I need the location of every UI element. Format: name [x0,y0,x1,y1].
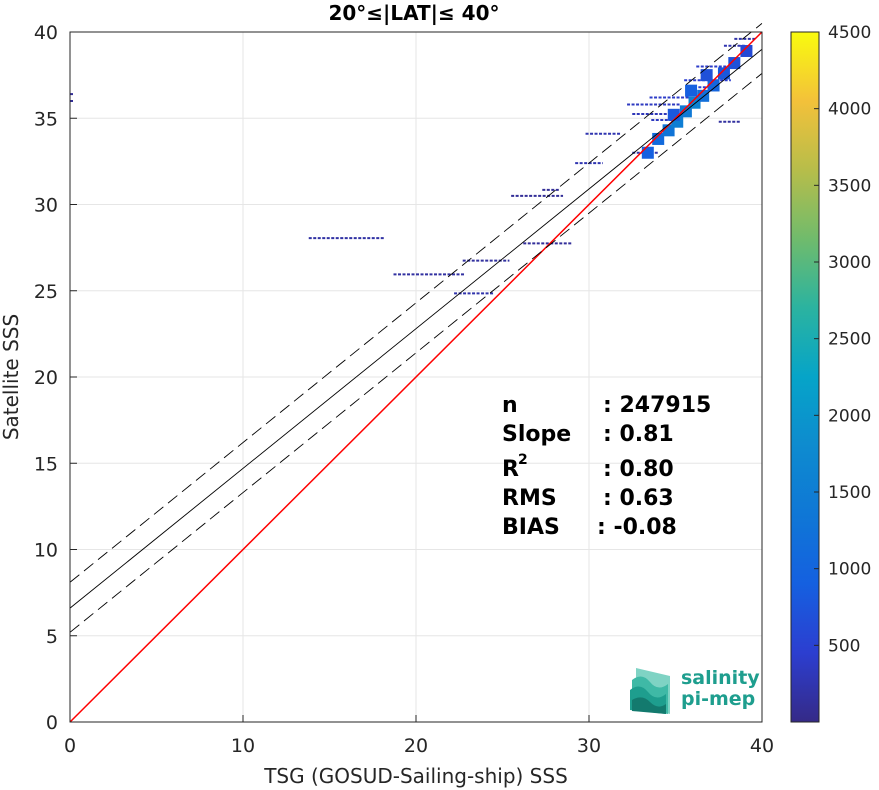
y-tick-label: 25 [34,281,58,303]
y-tick-label: 40 [34,22,58,44]
colorbar-tick-label: 500 [828,636,860,656]
x-tick-label: 30 [577,735,601,757]
colorbar-tick-label: 4500 [828,23,871,43]
stat-rms-label: RMS [502,486,557,511]
colorbar-tick-label: 3500 [828,176,871,196]
chart-title: 20°≤|LAT|≤ 40° [328,1,499,25]
stats-box: n : 247915 Slope : 0.81 R 2 : 0.80 RMS :… [502,393,711,540]
y-tick-label: 35 [34,108,58,130]
x-tick-label: 0 [64,735,76,757]
stat-r2-label: R [502,457,519,482]
y-tick-label: 30 [34,195,58,217]
regression-lines [70,23,762,722]
colorbar-tick-label: 1500 [828,483,871,503]
stat-r2-value: : 0.80 [603,457,674,482]
stat-slope-value: : 0.81 [603,422,674,447]
y-tick-label: 0 [46,712,58,734]
colorbar [790,31,820,723]
fit-lower-line [70,73,762,632]
y-tick-label: 5 [46,626,58,648]
stat-n-label: n [502,393,518,418]
fit-line [70,49,762,608]
y-axis-title: Satellite SSS [0,314,23,440]
stat-bias-value: : -0.08 [597,515,677,540]
stat-bias-label: BIAS [502,515,560,540]
x-tick-label: 10 [231,735,255,757]
density-cell [717,67,730,80]
y-tick-label: 10 [34,540,58,562]
stat-n-value: : 247915 [603,393,711,418]
stat-rms-value: : 0.63 [603,486,674,511]
stat-slope-label: Slope [502,422,571,447]
identity-line [70,32,762,722]
stat-r2-superscript: 2 [518,452,528,468]
density-cell [685,84,698,97]
wave-logo-icon [630,668,670,714]
density-cell [700,69,713,82]
y-axis-ticks: 0 5 10 15 20 25 30 35 40 [34,22,77,734]
colorbar-ticks: 500 1000 1500 2000 2500 3000 3500 4000 4500 [814,23,871,656]
salinity-pi-mep-logo: salinity pi-mep [630,667,760,714]
grid-lines [70,32,762,722]
x-axis-ticks: 0 10 20 30 40 [64,715,774,757]
density-cell [728,57,741,70]
fit-upper-line [70,23,762,582]
colorbar-tick-label: 4000 [828,100,871,120]
density-cell [740,44,753,57]
colorbar-tick-label: 3000 [828,253,871,273]
colorbar-tick-label: 1000 [828,560,871,580]
logo-line2: pi-mep [681,688,755,710]
x-tick-label: 40 [750,735,774,757]
logo-line1: salinity [681,667,760,689]
colorbar-tick-label: 2000 [828,406,871,426]
density-marks [70,37,756,295]
x-tick-label: 20 [404,735,428,757]
y-tick-label: 20 [34,367,58,389]
colorbar-tick-label: 2500 [828,330,871,350]
x-axis-title: TSG (GOSUD-Sailing-ship) SSS [263,764,568,788]
density-cell [641,146,654,159]
y-tick-label: 15 [34,453,58,475]
